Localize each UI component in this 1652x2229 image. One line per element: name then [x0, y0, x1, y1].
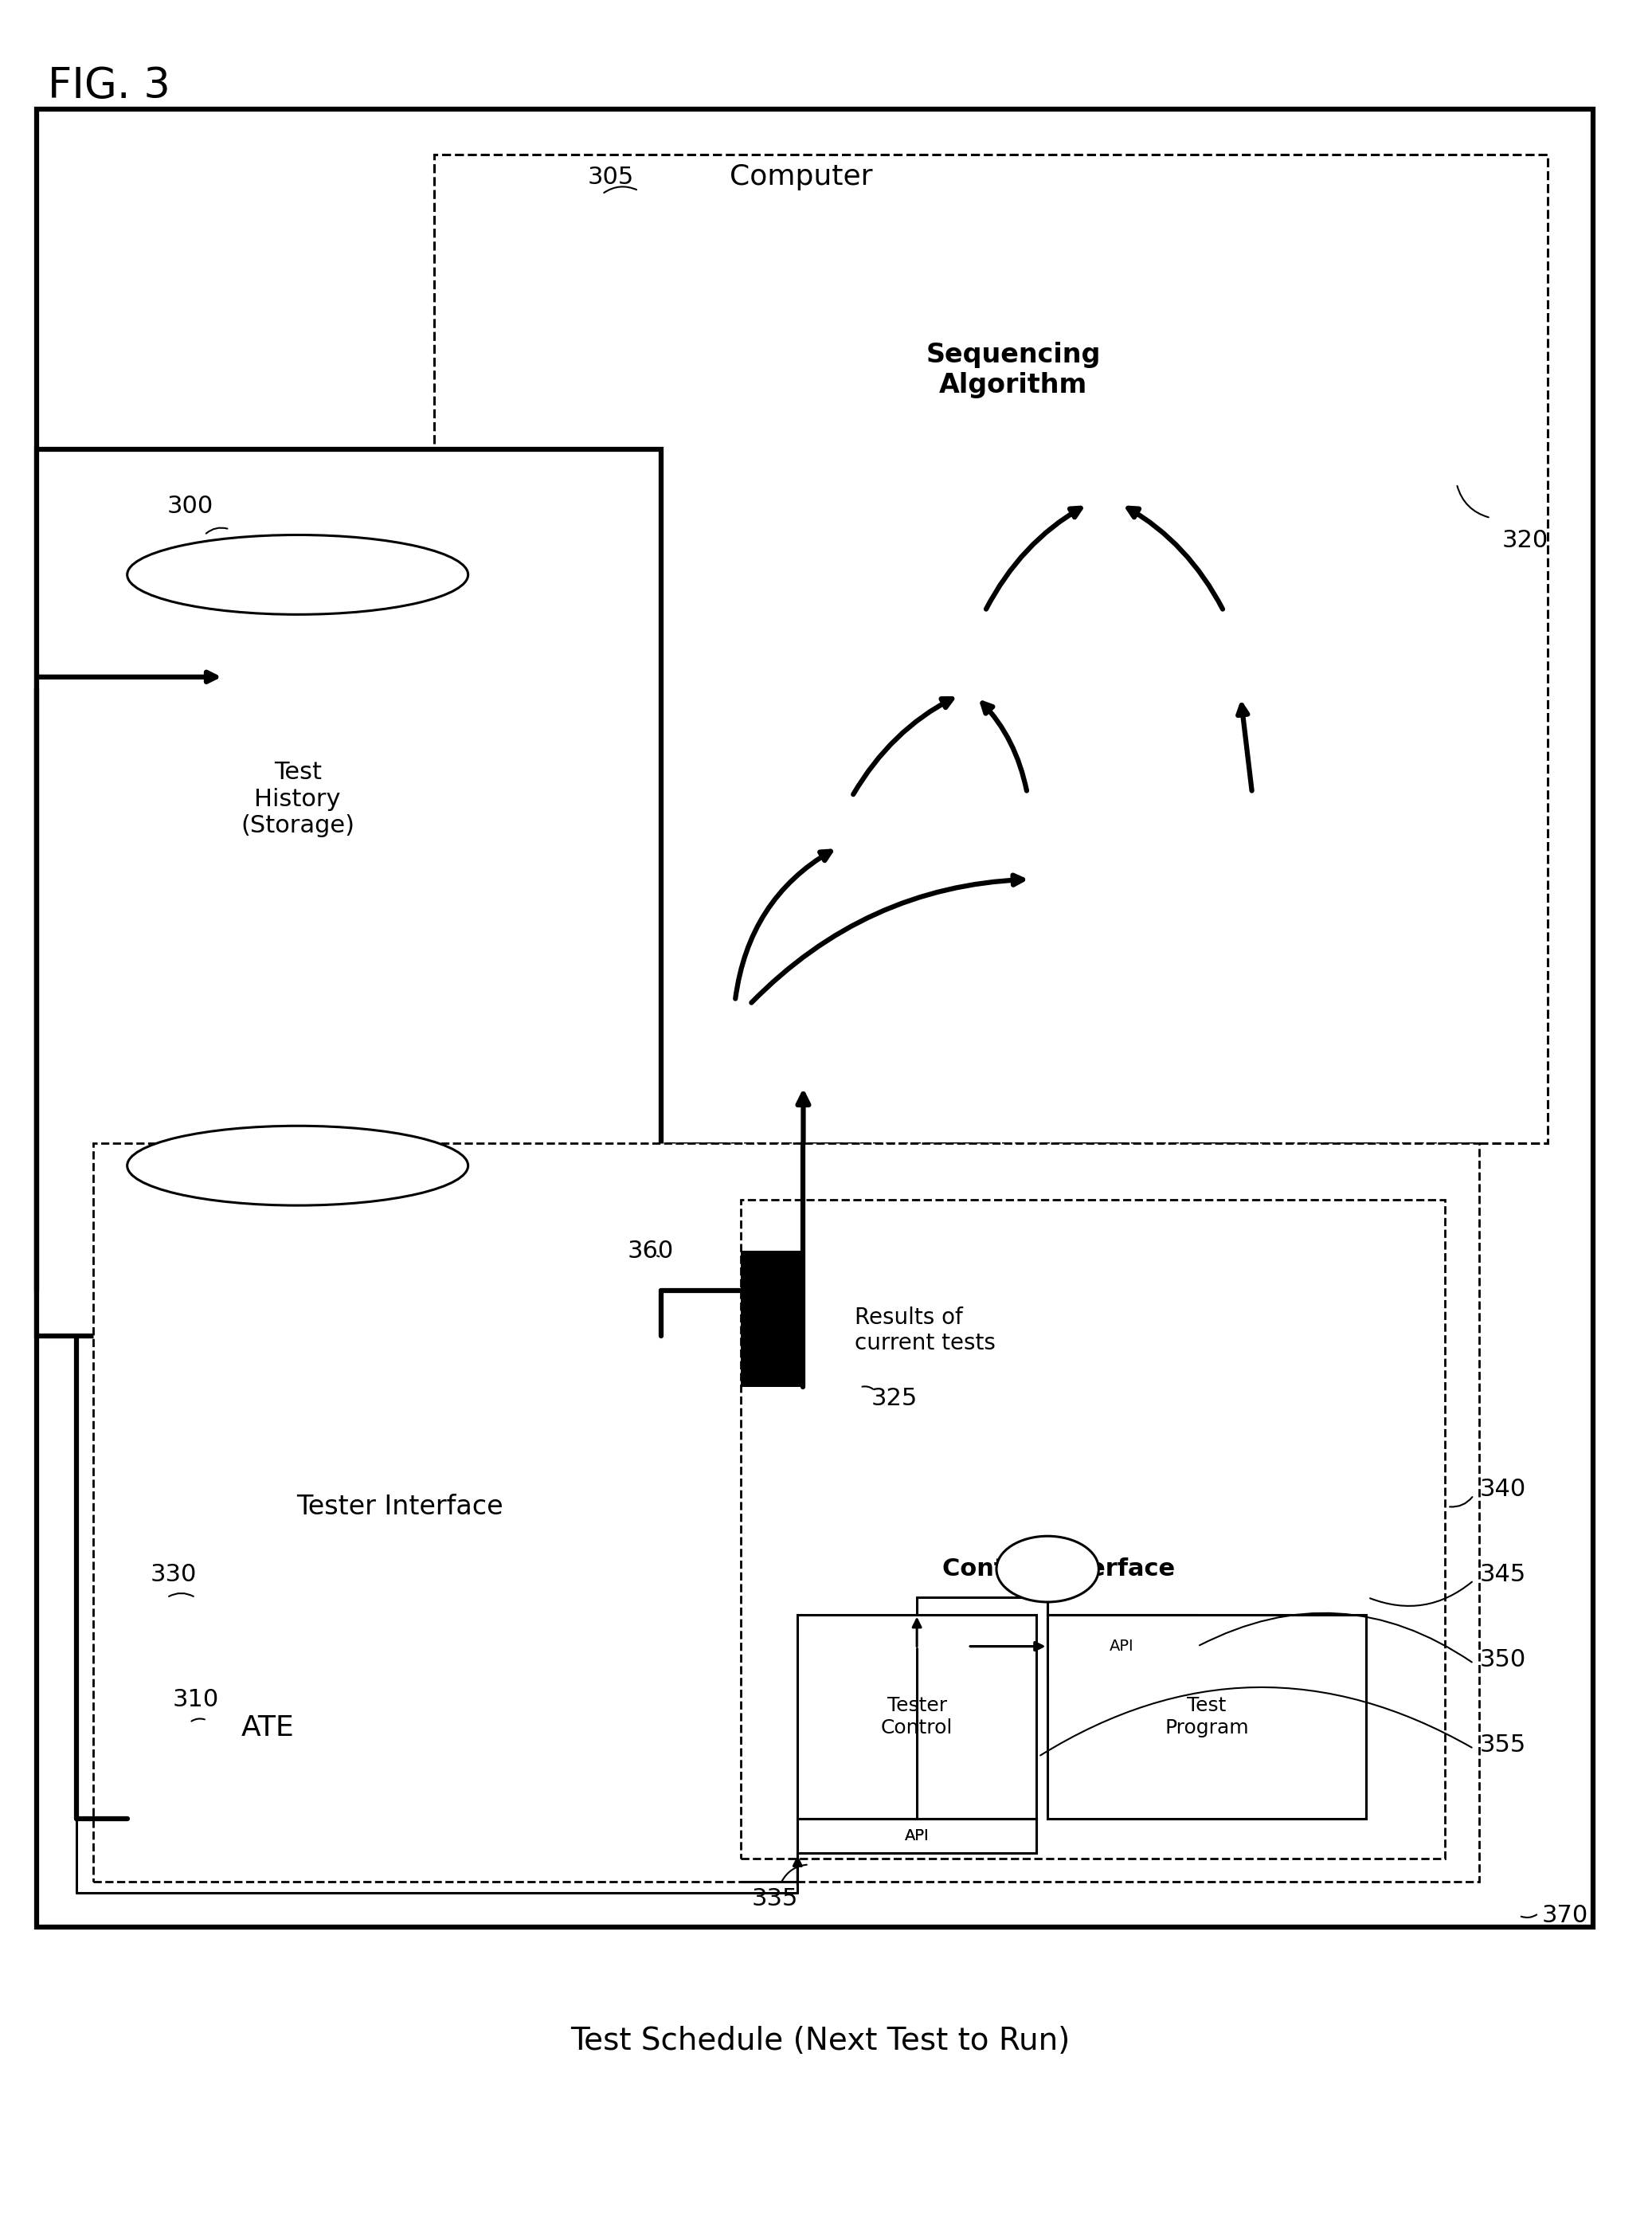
FancyBboxPatch shape: [1047, 1614, 1196, 1676]
Bar: [740, 1199, 1446, 1859]
Ellipse shape: [127, 535, 468, 615]
Text: 300: 300: [167, 495, 213, 517]
FancyBboxPatch shape: [798, 1819, 1036, 1852]
Text: 325: 325: [872, 1386, 919, 1411]
Text: 355: 355: [1479, 1734, 1526, 1756]
Text: 345: 345: [1479, 1563, 1526, 1587]
Text: API: API: [905, 1828, 928, 1843]
Text: Sequencing
Algorithm: Sequencing Algorithm: [927, 341, 1100, 399]
Text: 320: 320: [1502, 528, 1548, 553]
Text: Tester
Control: Tester Control: [881, 1696, 953, 1736]
Text: 350: 350: [1479, 1649, 1526, 1672]
Text: Test
Program: Test Program: [1165, 1696, 1249, 1736]
Circle shape: [800, 794, 885, 878]
FancyBboxPatch shape: [798, 1819, 1036, 1852]
Text: 340: 340: [1479, 1478, 1526, 1500]
Circle shape: [925, 611, 1011, 698]
Text: Test
History
(Storage): Test History (Storage): [241, 760, 355, 838]
Text: 335: 335: [752, 1888, 798, 1910]
FancyBboxPatch shape: [740, 1250, 803, 1386]
Text: Tester Interface: Tester Interface: [296, 1493, 504, 1520]
Text: 310: 310: [173, 1687, 220, 1712]
Text: Computer: Computer: [730, 163, 872, 189]
Circle shape: [1209, 794, 1295, 878]
FancyBboxPatch shape: [1047, 1614, 1366, 1819]
FancyBboxPatch shape: [36, 109, 1593, 1928]
Text: Control Interface: Control Interface: [943, 1558, 1175, 1580]
Text: 330: 330: [150, 1563, 197, 1587]
Text: 370: 370: [1541, 1904, 1588, 1928]
Ellipse shape: [996, 1536, 1099, 1603]
Circle shape: [1198, 611, 1284, 698]
Circle shape: [993, 794, 1079, 878]
Circle shape: [676, 985, 762, 1072]
Text: 305: 305: [588, 165, 634, 189]
Bar: [434, 154, 1548, 1143]
Text: API: API: [1108, 1638, 1133, 1654]
Text: Results of
current tests: Results of current tests: [854, 1306, 995, 1355]
Bar: [93, 1143, 1479, 1881]
Text: Test Schedule (Next Test to Run): Test Schedule (Next Test to Run): [570, 2026, 1070, 2055]
Text: 360: 360: [628, 1239, 674, 1262]
Circle shape: [1061, 417, 1148, 504]
Text: API: API: [905, 1828, 928, 1843]
Text: TDI: TDI: [1032, 1560, 1062, 1578]
Text: FIG. 3: FIG. 3: [48, 65, 170, 107]
FancyBboxPatch shape: [36, 450, 661, 1335]
Text: ATE: ATE: [241, 1714, 294, 1741]
Ellipse shape: [127, 1126, 468, 1206]
FancyBboxPatch shape: [127, 575, 468, 1166]
FancyBboxPatch shape: [798, 1614, 1036, 1819]
